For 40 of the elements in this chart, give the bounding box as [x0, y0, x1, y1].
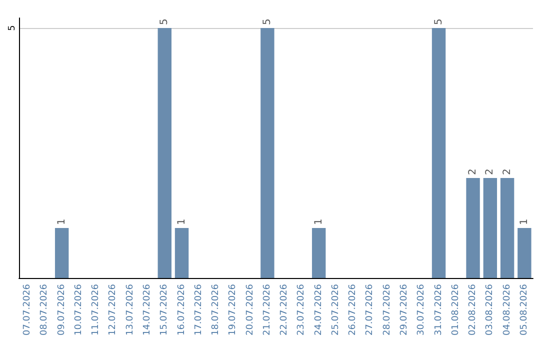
x-tick-label: 26.07.2026 — [348, 284, 358, 336]
x-tick-label: 19.07.2026 — [228, 284, 238, 336]
data-label: 1 — [176, 218, 188, 225]
x-tick-label: 24.07.2026 — [314, 284, 324, 336]
x-tick-label: 11.07.2026 — [91, 284, 102, 336]
data-label: 2 — [468, 168, 479, 175]
x-tick-label: 13.07.2026 — [125, 284, 136, 336]
x-tick-label: 28.07.2026 — [382, 284, 392, 336]
data-label: 1 — [56, 218, 68, 225]
x-tick-label: 20.07.2026 — [245, 284, 256, 336]
data-label: 5 — [433, 18, 444, 25]
x-tick-label: 08.07.2026 — [40, 284, 50, 336]
x-tick-label: 05.08.2026 — [519, 284, 530, 336]
x-tick-label: 27.07.2026 — [365, 284, 376, 336]
data-label: 2 — [484, 168, 496, 175]
x-tick-label: 02.08.2026 — [468, 284, 478, 336]
x-tick-label: 12.07.2026 — [108, 284, 118, 336]
data-label: 1 — [313, 218, 324, 225]
x-tick-label: 25.07.2026 — [330, 284, 341, 336]
x-tick-label: 22.07.2026 — [280, 284, 290, 336]
data-label: 5 — [262, 18, 273, 25]
x-tick-label: 18.07.2026 — [211, 284, 222, 336]
x-tick-label: 30.07.2026 — [416, 284, 427, 336]
data-label: 5 — [159, 18, 170, 25]
x-tick-label: 07.07.2026 — [22, 284, 33, 336]
x-tick-label: 31.07.2026 — [434, 284, 444, 336]
x-tick-label: 14.07.2026 — [142, 284, 152, 336]
x-tick-label: 21.07.2026 — [262, 284, 272, 336]
x-tick-label: 16.07.2026 — [176, 284, 187, 336]
data-label: 2 — [502, 168, 513, 175]
x-tick-label: 23.07.2026 — [296, 284, 307, 336]
x-tick-label: 10.07.2026 — [74, 284, 84, 336]
x-tick-label: 29.07.2026 — [400, 284, 410, 336]
x-tick-label: 04.08.2026 — [502, 284, 512, 336]
x-tick-label: 01.08.2026 — [450, 284, 461, 336]
data-label: 1 — [518, 218, 530, 225]
x-tick-label: 17.07.2026 — [194, 284, 204, 336]
x-tick-label: 03.08.2026 — [485, 284, 496, 336]
x-tick-label: 09.07.2026 — [56, 284, 67, 336]
x-tick-label: 15.07.2026 — [160, 284, 170, 336]
